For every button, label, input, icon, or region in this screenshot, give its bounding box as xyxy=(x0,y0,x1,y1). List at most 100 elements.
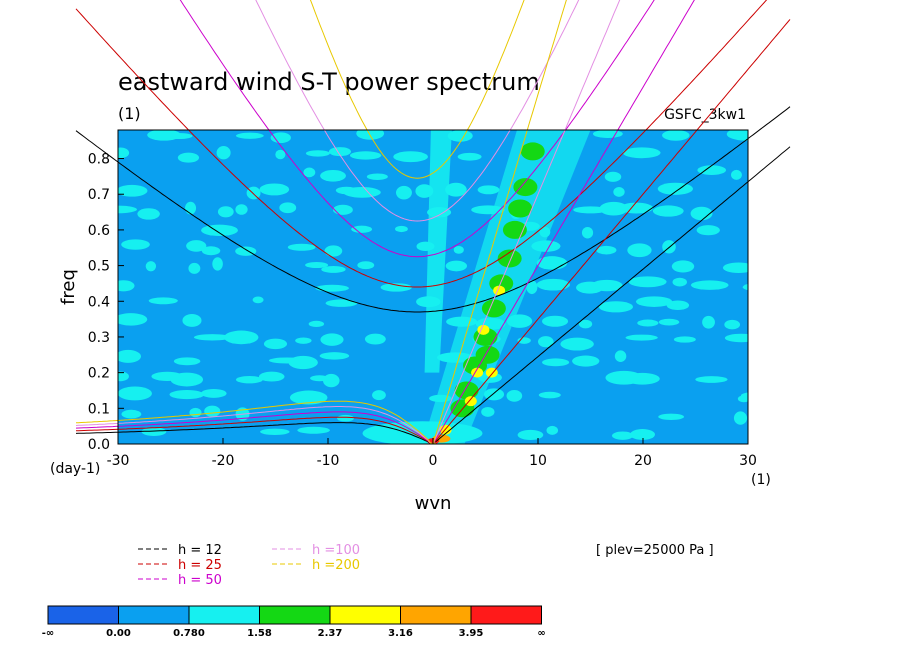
field-blob xyxy=(635,296,673,307)
field-blob xyxy=(141,427,167,436)
x-tick-label: -10 xyxy=(317,453,340,469)
dispersion-curve-rossby-1 xyxy=(75,422,436,444)
field-yellow-blob xyxy=(464,396,477,407)
field-blob xyxy=(349,151,382,160)
field-blob xyxy=(295,337,312,344)
field-blob xyxy=(740,392,748,399)
field-blob xyxy=(333,204,353,215)
field-blob xyxy=(546,425,559,435)
field-blob xyxy=(366,173,388,180)
field-blob xyxy=(343,186,381,198)
field-blob xyxy=(351,225,373,233)
field-blob xyxy=(118,184,148,197)
colorbar-segment xyxy=(329,605,401,625)
field-blob xyxy=(303,167,316,178)
colorbar-label: ∞ xyxy=(537,628,545,639)
field-blob xyxy=(673,336,696,343)
field-blob xyxy=(235,376,263,384)
field-blob xyxy=(201,224,238,236)
x-tick-label: 30 xyxy=(739,453,757,469)
field-blob xyxy=(315,284,349,292)
field-low-freq-blob xyxy=(362,421,483,444)
x-tick-label: 20 xyxy=(634,453,652,469)
colorbar-segment xyxy=(259,605,331,625)
field-blob xyxy=(364,333,386,345)
field-blob xyxy=(246,186,261,200)
x-tick-label: 0 xyxy=(429,453,438,469)
field-blob xyxy=(118,371,129,382)
field-blob xyxy=(372,390,386,401)
x-axis: -30 -20 -10 0 10 20 30 xyxy=(107,438,757,469)
field-blob xyxy=(118,313,148,326)
field-blob xyxy=(185,201,197,215)
x-axis-label: wvn xyxy=(415,493,452,514)
dispersion-curve-kelvin-1 xyxy=(432,146,791,444)
x-tick-label: -20 xyxy=(212,453,235,469)
dispersion-curve-rossby-2 xyxy=(75,416,436,444)
field-blob xyxy=(690,280,729,290)
field-blob xyxy=(613,187,625,197)
field-blob xyxy=(614,350,627,362)
field-blob xyxy=(733,411,748,425)
field-blob xyxy=(724,319,741,330)
field-blob xyxy=(599,201,628,216)
field-blob xyxy=(137,208,160,220)
field-blob xyxy=(169,389,205,400)
field-blob xyxy=(357,261,375,270)
y-tick-label: 0.2 xyxy=(88,366,110,382)
field-blob xyxy=(170,372,204,387)
dataset-label: GSFC_3kw1 xyxy=(664,107,746,123)
y-tick-label: 0.0 xyxy=(88,437,110,453)
field-blob xyxy=(320,333,344,346)
field-green-blob xyxy=(481,299,506,318)
dispersion-curve-high-4 xyxy=(255,0,580,222)
field-blob xyxy=(118,386,152,401)
legend-label: h = 12 xyxy=(178,543,222,558)
field-blob xyxy=(270,132,291,143)
colorbar-segment xyxy=(118,605,190,625)
field-blob xyxy=(702,315,715,329)
field-blob xyxy=(662,130,690,141)
field-blob xyxy=(749,336,784,349)
field-blob xyxy=(748,298,770,307)
field-blob xyxy=(165,132,193,140)
y-tick-label: 0.1 xyxy=(88,401,110,417)
field-blob xyxy=(173,357,201,366)
dispersion-curve-kelvin-4 xyxy=(432,0,621,444)
field-blob xyxy=(536,256,568,270)
field-blob xyxy=(749,427,785,436)
field-blob xyxy=(696,225,720,236)
field-blob xyxy=(356,130,385,140)
field-blob xyxy=(457,152,482,161)
field-blob xyxy=(637,319,659,327)
field-blob xyxy=(447,130,473,142)
field-blob xyxy=(320,169,346,182)
colorbar-segment xyxy=(188,605,260,625)
field-blob xyxy=(652,205,684,217)
field-blob xyxy=(760,221,780,234)
dispersion-curves xyxy=(75,0,791,444)
field-blob xyxy=(121,239,150,250)
field-blob xyxy=(188,262,201,274)
field-blob xyxy=(604,171,622,182)
field-blob xyxy=(200,389,227,398)
field-blob xyxy=(305,262,329,269)
field-blob xyxy=(121,409,142,419)
field-blob xyxy=(380,283,412,292)
chart-subtitle: (1) xyxy=(118,104,141,123)
field-blob xyxy=(289,390,328,405)
field-blob xyxy=(477,185,500,195)
field-blob xyxy=(573,206,608,214)
y-tick-label: 0.8 xyxy=(88,152,110,168)
y-tick-label: 0.4 xyxy=(88,294,110,310)
dispersion-curve-kelvin-5 xyxy=(432,0,567,444)
colorbar: -∞ 0.00 0.780 1.58 2.37 3.16 3.95 ∞ xyxy=(42,605,546,639)
field-blob xyxy=(259,183,290,196)
field-blob xyxy=(517,429,544,440)
colorbar-segment xyxy=(470,605,542,625)
field-blob xyxy=(596,245,617,255)
field-blob xyxy=(324,245,343,257)
field-blob xyxy=(395,185,412,200)
colorbar-label: 3.95 xyxy=(459,628,484,639)
